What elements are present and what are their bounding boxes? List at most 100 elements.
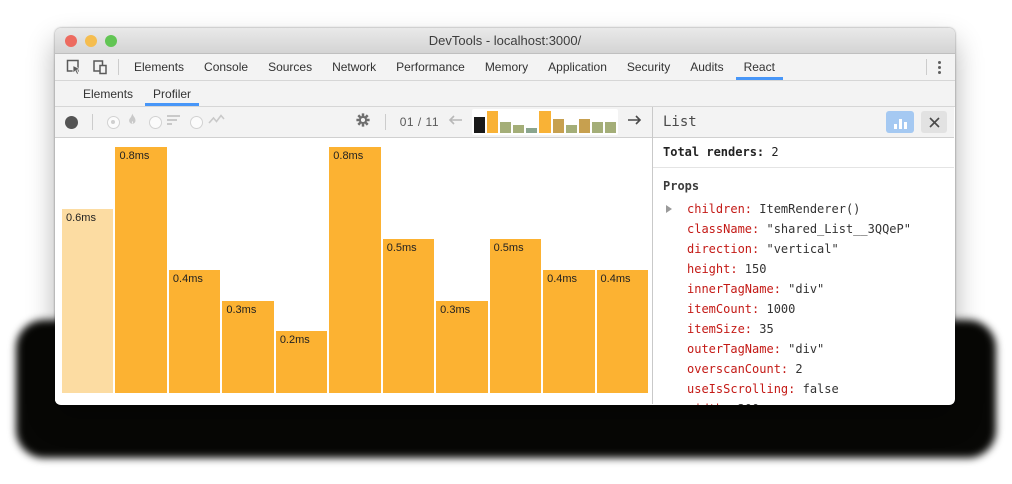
subtab-elements[interactable]: Elements	[83, 86, 134, 101]
more-menu-icon[interactable]	[932, 60, 947, 74]
prop-name: width:	[687, 402, 730, 405]
view-interactions-option[interactable]	[190, 113, 225, 132]
tab-network[interactable]: Network	[332, 60, 377, 74]
view-flamegraph-option[interactable]	[107, 112, 140, 133]
tab-application[interactable]: Application	[548, 60, 607, 74]
prop-name: direction:	[687, 242, 760, 256]
close-icon[interactable]	[921, 111, 947, 133]
prop-row: direction: "vertical"	[663, 239, 944, 259]
snapshot-selector[interactable]	[472, 109, 618, 135]
snapshot-bar[interactable]	[526, 127, 538, 133]
prop-value: ItemRenderer()	[752, 202, 861, 216]
prop-value: false	[795, 382, 839, 396]
prop-row: innerTagName: "div"	[663, 279, 944, 299]
close-window-button[interactable]	[65, 34, 77, 47]
flamegraph-bar[interactable]: 0.8ms	[115, 147, 167, 393]
flamegraph-icon	[125, 112, 140, 133]
sub-tab-strip: Elements Profiler	[73, 81, 201, 106]
prop-row: children: ItemRenderer()	[663, 199, 944, 219]
window-title: DevTools - localhost:3000/	[428, 33, 582, 48]
prop-row: useIsScrolling: false	[663, 379, 944, 399]
divider	[926, 59, 927, 75]
prop-name: innerTagName:	[687, 282, 781, 296]
device-toolbar-icon[interactable]	[87, 54, 113, 80]
tab-elements[interactable]: Elements	[134, 60, 185, 74]
prop-name: outerTagName:	[687, 342, 781, 356]
prop-value: 150	[737, 262, 767, 276]
prop-row: overscanCount: 2	[663, 359, 944, 379]
subtab-profiler[interactable]: Profiler	[145, 81, 200, 106]
snapshot-bar[interactable]	[552, 119, 564, 133]
bar-duration-label: 0.8ms	[333, 150, 364, 162]
prop-value: 2	[788, 362, 803, 376]
tab-memory[interactable]: Memory	[484, 60, 529, 74]
tab-console[interactable]: Console	[204, 60, 249, 74]
tab-security[interactable]: Security	[626, 60, 671, 74]
prop-row: outerTagName: "div"	[663, 339, 944, 359]
divider	[92, 114, 93, 130]
bar-duration-label: 0.4ms	[600, 273, 631, 285]
flamegraph-bar[interactable]: 0.8ms	[329, 147, 381, 393]
bar-duration-label: 0.4ms	[547, 273, 578, 285]
bar-duration-label: 0.3ms	[440, 304, 471, 316]
props-header: Props	[663, 179, 700, 193]
prev-snapshot-icon[interactable]	[448, 113, 463, 131]
flamegraph-bar[interactable]: 0.4ms	[596, 270, 648, 393]
bar-duration-label: 0.5ms	[386, 242, 417, 254]
flamegraph-bar[interactable]: 0.6ms	[62, 209, 114, 393]
prop-name: useIsScrolling:	[687, 382, 796, 396]
ranked-radio[interactable]	[149, 115, 162, 129]
tab-react[interactable]: React	[735, 54, 783, 80]
flamegraph-bar[interactable]: 0.4ms	[543, 270, 595, 393]
inspect-icon[interactable]	[61, 54, 87, 80]
snapshot-bar[interactable]	[500, 122, 512, 133]
prop-name: height:	[687, 262, 738, 276]
flamegraph-bar[interactable]: 0.4ms	[168, 270, 221, 393]
devtools-window: DevTools - localhost:3000/ Elements Conso…	[55, 28, 955, 405]
flamegraph-bar[interactable]: 0.3ms	[222, 301, 274, 393]
zoom-window-button[interactable]	[105, 34, 117, 47]
snapshot-pager: 01 / 11	[399, 115, 439, 129]
snapshot-bar[interactable]	[591, 122, 603, 133]
props-list: children: ItemRenderer() className: "shar…	[663, 199, 944, 405]
record-icon[interactable]	[65, 115, 78, 129]
bar-duration-label: 0.2ms	[279, 334, 310, 346]
flamegraph-bar[interactable]: 0.5ms	[489, 239, 542, 393]
details-pane: List Total renders: 2 Props children: It…	[652, 107, 954, 405]
settings-gear-icon[interactable]	[355, 112, 371, 133]
prop-value: "div"	[780, 282, 825, 296]
props-section: Props children: ItemRenderer() className:…	[653, 168, 954, 405]
flamegraph-bar[interactable]: 0.3ms	[436, 301, 488, 393]
bar-duration-label: 0.6ms	[66, 212, 96, 224]
snapshot-bar[interactable]	[474, 116, 486, 133]
snapshot-bar[interactable]	[565, 124, 577, 133]
tab-audits[interactable]: Audits	[690, 60, 724, 74]
snapshot-bar[interactable]	[487, 111, 499, 133]
profiler-toolbar: 01 / 11	[55, 107, 652, 138]
interactions-radio[interactable]	[190, 115, 203, 129]
snapshot-bar[interactable]	[604, 122, 617, 133]
title-bar: DevTools - localhost:3000/	[55, 28, 955, 54]
flamegraph-bar[interactable]: 0.2ms	[275, 331, 328, 393]
expand-arrow-icon[interactable]	[666, 205, 672, 213]
divider	[118, 59, 119, 75]
view-ranked-option[interactable]	[149, 113, 181, 132]
snapshot-bar[interactable]	[539, 111, 551, 133]
traffic-lights	[65, 34, 117, 47]
prop-value: "vertical"	[759, 242, 839, 256]
prop-row: itemSize: 35	[663, 319, 944, 339]
snapshot-bar[interactable]	[513, 124, 525, 133]
tab-sources[interactable]: Sources	[268, 60, 313, 74]
devtools-tab-bar: Elements Console Sources Network Performance…	[55, 54, 955, 81]
minimize-window-button[interactable]	[85, 34, 97, 47]
flamegraph-bar[interactable]: 0.5ms	[382, 239, 435, 393]
prop-value: 1000	[759, 302, 796, 316]
next-snapshot-icon[interactable]	[627, 113, 642, 131]
divider	[384, 114, 386, 130]
tab-performance[interactable]: Performance	[396, 60, 465, 74]
prop-row: itemCount: 1000	[663, 299, 944, 319]
profiler-content: 01 / 11 0.6ms 0.8ms 0.4ms 0.3ms 0.2ms 0.8ms 0.…	[55, 107, 955, 405]
bar-chart-button-icon[interactable]	[886, 111, 914, 133]
flamegraph-radio[interactable]	[107, 115, 120, 129]
snapshot-bar[interactable]	[578, 119, 590, 133]
